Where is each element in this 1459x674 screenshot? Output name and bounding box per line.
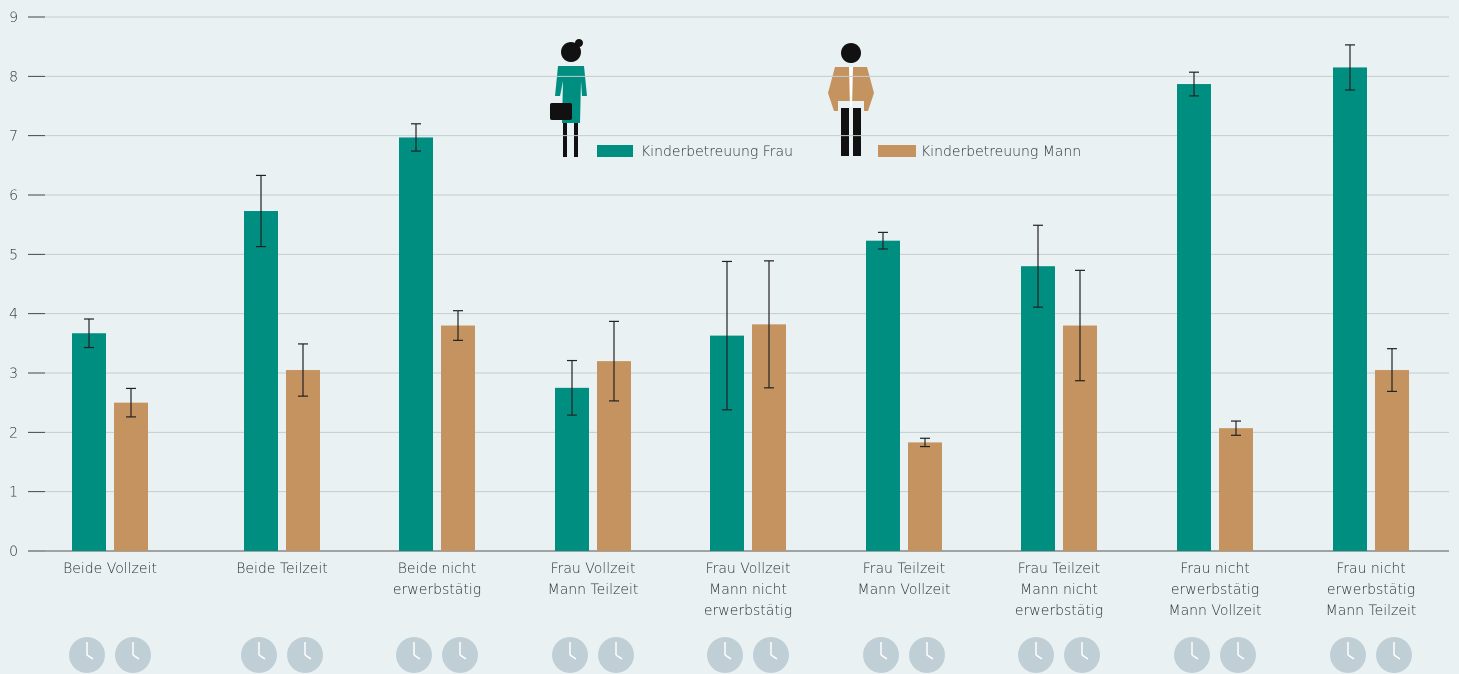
bar <box>72 333 106 551</box>
clock-icon <box>396 637 432 673</box>
y-tick-label: 0 <box>9 544 18 560</box>
bar <box>1375 370 1409 551</box>
chart: 0123456789Beide VollzeitBeide TeilzeitBe… <box>0 0 1459 674</box>
bar <box>286 370 320 551</box>
clock-icon <box>442 637 478 673</box>
bar <box>1219 428 1253 551</box>
y-tick-label: 9 <box>9 10 18 26</box>
legend-swatch <box>878 145 916 157</box>
clock-icon <box>598 637 634 673</box>
clock-icon <box>69 637 105 673</box>
clock-icon <box>909 637 945 673</box>
bar <box>114 403 148 551</box>
x-tick-label: Beide Vollzeit <box>63 561 157 577</box>
clock-icon <box>1064 637 1100 673</box>
bar <box>1177 84 1211 551</box>
y-tick-label: 2 <box>9 425 18 441</box>
bar <box>866 241 900 551</box>
legend-swatch <box>597 145 633 157</box>
clock-icon <box>863 637 899 673</box>
clock-icon <box>1018 637 1054 673</box>
clock-icon <box>707 637 743 673</box>
bar <box>908 442 942 551</box>
y-tick-label: 1 <box>9 485 18 501</box>
bar <box>441 326 475 551</box>
bar <box>399 137 433 551</box>
clock-icon <box>115 637 151 673</box>
y-tick-label: 4 <box>9 307 18 323</box>
clock-icon <box>1220 637 1256 673</box>
clock-icon <box>241 637 277 673</box>
y-tick-label: 8 <box>9 69 18 85</box>
clock-icon <box>552 637 588 673</box>
x-tick-label: Beide Teilzeit <box>236 561 328 577</box>
y-tick-label: 3 <box>9 366 18 382</box>
clock-icon <box>287 637 323 673</box>
legend-label: Kinderbetreuung Frau <box>641 144 793 160</box>
clock-icon <box>1376 637 1412 673</box>
y-tick-label: 6 <box>9 188 18 204</box>
bar <box>1021 266 1055 551</box>
page: 0123456789Beide VollzeitBeide TeilzeitBe… <box>0 0 1459 674</box>
y-tick-label: 7 <box>9 129 18 145</box>
bar <box>1333 67 1367 551</box>
clock-icon <box>1330 637 1366 673</box>
y-tick-label: 5 <box>9 247 18 263</box>
clock-icon <box>753 637 789 673</box>
legend-label: Kinderbetreuung Mann <box>921 144 1081 160</box>
bar <box>244 211 278 551</box>
clock-icon <box>1174 637 1210 673</box>
